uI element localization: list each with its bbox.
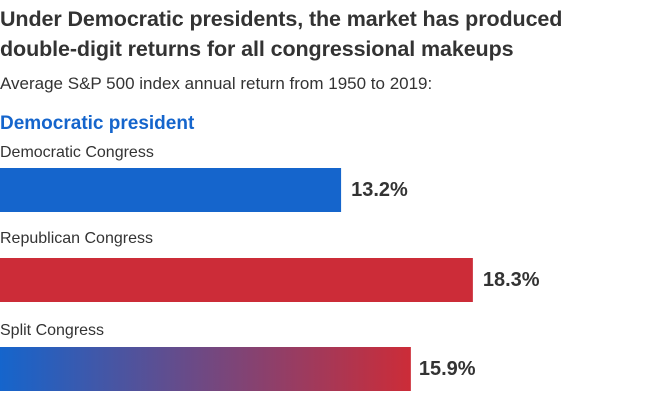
bar-split-congress <box>0 347 411 391</box>
category-label-democratic-congress: Democratic Congress <box>0 144 154 161</box>
value-label-republican-congress: 18.3% <box>482 269 540 291</box>
bar-republican-congress <box>0 258 473 302</box>
chart-title: Under Democratic presidents, the market … <box>0 7 563 61</box>
category-label-split-congress: Split Congress <box>0 322 105 339</box>
chart-subtitle: Average S&P 500 index annual return from… <box>0 74 433 93</box>
value-label-split-congress: 15.9% <box>418 358 476 380</box>
bar-democratic-congress <box>0 168 342 212</box>
value-label-democratic-congress: 13.2% <box>351 179 408 201</box>
group-label: Democratic president <box>0 113 195 134</box>
category-label-republican-congress: Republican Congress <box>0 230 153 247</box>
